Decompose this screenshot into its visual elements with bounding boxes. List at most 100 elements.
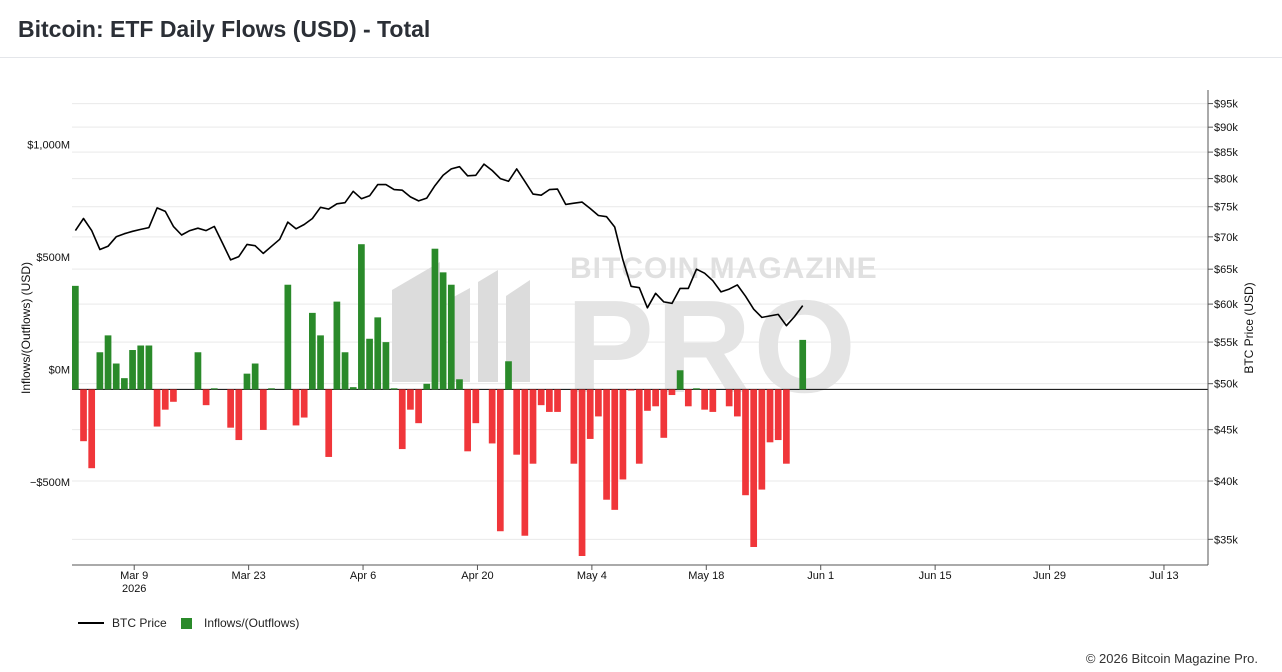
outflow-bar[interactable] bbox=[235, 389, 243, 441]
outflow-bar[interactable] bbox=[595, 389, 602, 417]
outflow-bar[interactable] bbox=[513, 389, 521, 455]
outflow-bar[interactable] bbox=[684, 389, 692, 407]
inflow-bar[interactable] bbox=[72, 285, 79, 390]
inflow-bar[interactable] bbox=[284, 284, 292, 390]
inflow-bar[interactable] bbox=[194, 352, 202, 390]
inflow-bar[interactable] bbox=[366, 338, 373, 390]
outflow-bar[interactable] bbox=[170, 389, 177, 402]
inflow-bar[interactable] bbox=[96, 352, 104, 390]
inflow-bar[interactable] bbox=[333, 301, 341, 390]
outflow-bar[interactable] bbox=[774, 389, 782, 441]
inflow-bar[interactable] bbox=[799, 339, 807, 390]
outflow-bar[interactable] bbox=[88, 389, 96, 469]
outflow-bar[interactable] bbox=[227, 389, 234, 428]
outflow-bar[interactable] bbox=[488, 389, 496, 444]
outflow-bar[interactable] bbox=[750, 389, 758, 547]
outflow-bar[interactable] bbox=[325, 389, 333, 457]
outflow-bar[interactable] bbox=[398, 389, 406, 450]
inflow-bar[interactable] bbox=[439, 272, 447, 390]
inflow-bar[interactable] bbox=[358, 244, 365, 390]
inflow-bar[interactable] bbox=[341, 352, 349, 390]
inflow-bar[interactable] bbox=[210, 388, 218, 390]
legend-item-inflows[interactable]: Inflows/(Outflows) bbox=[181, 616, 299, 630]
outflow-bar[interactable] bbox=[554, 389, 561, 412]
inflow-bar[interactable] bbox=[676, 370, 684, 390]
outflow-bar[interactable] bbox=[529, 389, 537, 464]
outflow-bar[interactable] bbox=[701, 389, 708, 410]
inflow-bar[interactable] bbox=[423, 383, 431, 390]
inflow-bar[interactable] bbox=[505, 361, 512, 390]
inflow-bar[interactable] bbox=[390, 388, 398, 390]
outflow-bar[interactable] bbox=[652, 389, 659, 407]
inflow-bar[interactable] bbox=[243, 373, 251, 390]
outflow-bar[interactable] bbox=[292, 389, 300, 426]
outflow-bar[interactable] bbox=[668, 389, 676, 396]
right-tick-label: $80k bbox=[1214, 174, 1238, 186]
outflow-bar[interactable] bbox=[725, 389, 733, 407]
outflow-bar[interactable] bbox=[521, 389, 529, 536]
outflow-bar[interactable] bbox=[300, 389, 308, 418]
outflow-bar[interactable] bbox=[627, 389, 635, 391]
x-tick-label: Jun 15 bbox=[919, 570, 952, 582]
x-tick-label: Jul 13 bbox=[1149, 570, 1178, 582]
outflow-bar[interactable] bbox=[407, 389, 414, 410]
inflow-bar[interactable] bbox=[145, 345, 153, 390]
outflow-bar[interactable] bbox=[570, 389, 578, 464]
outflow-bar[interactable] bbox=[161, 389, 169, 410]
inflow-bar[interactable] bbox=[137, 345, 145, 390]
x-tick-label: Mar 23 bbox=[232, 570, 266, 582]
outflow-bar[interactable] bbox=[80, 389, 87, 442]
left-tick-label: $0M bbox=[49, 364, 70, 376]
inflow-bar[interactable] bbox=[317, 335, 324, 390]
inflow-bar[interactable] bbox=[456, 379, 463, 390]
outflow-bar[interactable] bbox=[537, 389, 545, 406]
inflow-bar[interactable] bbox=[268, 388, 275, 390]
outflow-bar[interactable] bbox=[733, 389, 741, 417]
outflow-bar[interactable] bbox=[611, 389, 619, 510]
inflow-bar[interactable] bbox=[693, 388, 700, 390]
outflow-bar[interactable] bbox=[660, 389, 668, 438]
right-axis-ticks: $35k $40k $45k $50k $55k $60k $65k $70k $75k $80k… bbox=[1208, 99, 1238, 546]
inflow-bar[interactable] bbox=[112, 363, 120, 390]
outflow-bar[interactable] bbox=[766, 389, 774, 443]
outflow-bar[interactable] bbox=[586, 389, 594, 439]
outflow-bar[interactable] bbox=[783, 389, 790, 464]
page-title: Bitcoin: ETF Daily Flows (USD) - Total bbox=[18, 16, 431, 42]
left-tick-label: $1,000M bbox=[27, 139, 70, 151]
outflow-bar[interactable] bbox=[644, 389, 651, 411]
watermark-logo-icon bbox=[392, 262, 530, 382]
outflow-bar[interactable] bbox=[603, 389, 610, 500]
right-tick-label: $40k bbox=[1214, 476, 1238, 488]
outflow-bar[interactable] bbox=[153, 389, 161, 427]
inflow-bar[interactable] bbox=[121, 378, 128, 390]
left-axis-ticks: −$500M $0M $500M $1,000M bbox=[27, 139, 70, 489]
inflow-bar[interactable] bbox=[104, 335, 112, 390]
outflow-bar[interactable] bbox=[742, 389, 749, 496]
inflow-bar[interactable] bbox=[251, 363, 259, 390]
outflow-bar[interactable] bbox=[758, 389, 766, 490]
inflow-bar[interactable] bbox=[309, 312, 316, 390]
btc-price-line[interactable] bbox=[74, 163, 804, 327]
outflow-bar[interactable] bbox=[709, 389, 717, 412]
outflow-bar[interactable] bbox=[415, 389, 422, 424]
legend-label-inflows: Inflows/(Outflows) bbox=[204, 616, 300, 630]
outflow-bar[interactable] bbox=[202, 389, 210, 406]
outflow-bar[interactable] bbox=[546, 389, 553, 412]
outflow-bar[interactable] bbox=[578, 389, 586, 556]
outflow-bar[interactable] bbox=[259, 389, 267, 430]
price-series bbox=[74, 163, 804, 327]
outflow-bar[interactable] bbox=[619, 389, 627, 480]
inflow-bar[interactable] bbox=[374, 317, 382, 390]
outflow-bar[interactable] bbox=[472, 389, 480, 424]
outflow-bar[interactable] bbox=[496, 389, 504, 532]
inflow-bar[interactable] bbox=[349, 387, 357, 390]
inflow-bar[interactable] bbox=[431, 248, 439, 390]
legend-item-btc-price[interactable]: BTC Price bbox=[78, 616, 167, 630]
outflow-bar[interactable] bbox=[464, 389, 471, 452]
outflow-bar[interactable] bbox=[635, 389, 643, 464]
inflow-bar[interactable] bbox=[447, 284, 455, 390]
right-tick-label: $75k bbox=[1214, 202, 1238, 214]
inflow-bar[interactable] bbox=[129, 350, 136, 390]
inflow-bar[interactable] bbox=[382, 342, 390, 390]
